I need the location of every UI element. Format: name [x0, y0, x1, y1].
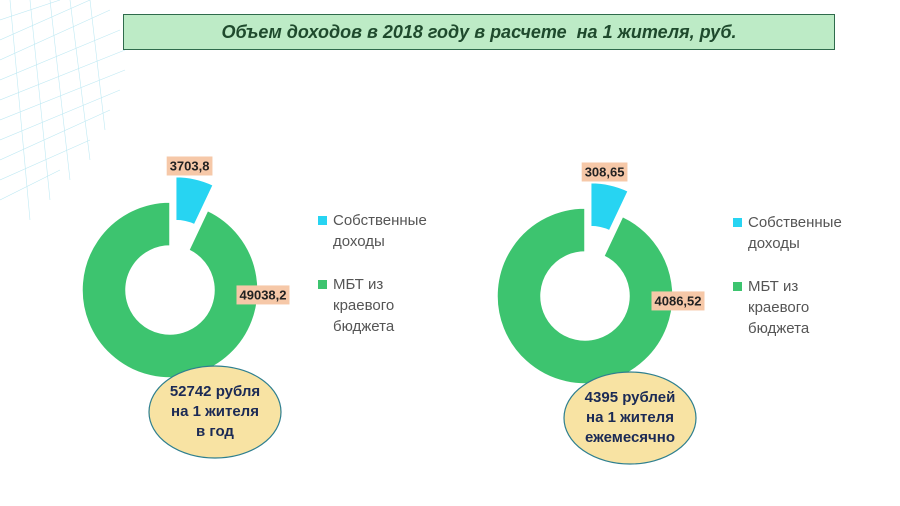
value-label: 3703,8	[166, 156, 213, 176]
value-label-bg	[236, 285, 290, 305]
legend-swatch	[733, 282, 742, 291]
legend-swatch	[733, 218, 742, 227]
legend-swatch	[318, 216, 327, 225]
annotation-text: 4395 рублей	[585, 389, 676, 406]
slice	[496, 207, 674, 385]
value-label-text: 49038,2	[240, 287, 287, 302]
annotation-oval	[563, 371, 697, 465]
value-label-bg	[651, 291, 705, 311]
annotation-text: на 1 жителя	[171, 403, 259, 420]
annotation-text: 52742 рубля	[170, 383, 260, 400]
value-label-text: 3703,8	[170, 158, 210, 173]
legend-entry: Собственные доходы	[318, 210, 427, 252]
legend-text: Собственные доходы	[333, 212, 427, 250]
legend-entry: Собственные доходы	[733, 212, 842, 254]
legend-text: Собственные доходы	[748, 214, 842, 252]
value-label-text: 308,65	[585, 164, 625, 179]
value-label: 308,65	[581, 162, 628, 182]
value-label: 4086,52	[651, 291, 705, 311]
annotation-text: на 1 жителя	[586, 409, 674, 426]
deco	[0, 0, 126, 221]
value-label-bg	[581, 162, 628, 182]
title: Объем доходов в 2018 году в расчете на 1…	[123, 14, 835, 50]
value-label-text: 4086,52	[655, 293, 702, 308]
legend-swatch	[318, 280, 327, 289]
legend-entry: МБТ из краевого бюджета	[733, 276, 828, 339]
value-label: 49038,2	[236, 285, 290, 305]
legend-text: МБТ из краевого бюджета	[748, 278, 810, 337]
value-label-bg	[166, 156, 213, 176]
legend-entry: МБТ из краевого бюджета	[318, 274, 413, 337]
slice	[589, 181, 630, 232]
annotation-text: в год	[196, 423, 234, 440]
slice	[81, 201, 259, 379]
annotation-oval	[148, 365, 282, 459]
annotation-text: ежемесячно	[585, 429, 675, 446]
legend-text: МБТ из краевого бюджета	[333, 276, 395, 335]
slice	[174, 175, 215, 226]
